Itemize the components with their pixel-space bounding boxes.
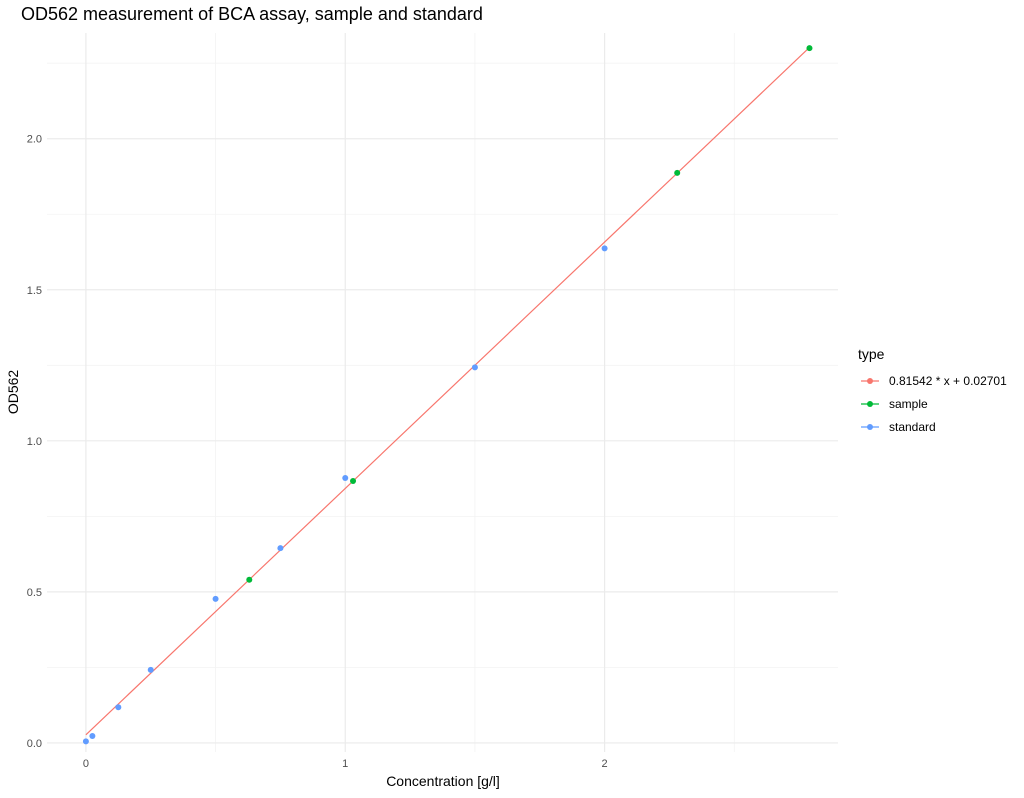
legend-label: 0.81542 * x + 0.02701 bbox=[889, 374, 1007, 388]
points-layer bbox=[82, 45, 813, 745]
sample-point bbox=[246, 576, 253, 583]
sample-point bbox=[674, 169, 681, 176]
legend-key-point bbox=[867, 378, 873, 384]
standard-point bbox=[471, 364, 478, 371]
standard-point bbox=[147, 666, 154, 673]
x-axis-title: Concentration [g/l] bbox=[386, 773, 500, 789]
x-tick-label: 2 bbox=[602, 758, 608, 770]
legend-key-point bbox=[867, 424, 873, 430]
y-axis-title: OD562 bbox=[5, 370, 21, 415]
standard-point bbox=[342, 474, 349, 481]
legend-title: type bbox=[858, 346, 885, 362]
y-tick-label: 1.5 bbox=[27, 285, 42, 297]
y-tick-label: 0.5 bbox=[27, 587, 42, 599]
y-tick-label: 0.0 bbox=[27, 738, 42, 750]
standard-point bbox=[89, 732, 96, 739]
standard-point bbox=[115, 704, 122, 711]
y-tick-labels: 0.0 0.5 1.0 1.5 2.0 bbox=[27, 134, 42, 750]
standard-point bbox=[277, 545, 284, 552]
y-tick-label: 2.0 bbox=[27, 134, 42, 146]
chart-title: OD562 measurement of BCA assay, sample a… bbox=[21, 4, 483, 24]
sample-point bbox=[350, 478, 357, 485]
x-tick-label: 1 bbox=[342, 758, 348, 770]
fit-line bbox=[85, 47, 810, 736]
standard-point bbox=[601, 245, 608, 252]
legend-key-point bbox=[867, 401, 873, 407]
standard-point bbox=[82, 738, 89, 745]
grid-minor bbox=[47, 33, 838, 752]
x-tick-label: 0 bbox=[83, 758, 89, 770]
legend: type 0.81542 * x + 0.02701 sample standard bbox=[858, 346, 1007, 434]
standard-point bbox=[212, 595, 219, 602]
legend-label: sample bbox=[889, 397, 928, 411]
sample-point bbox=[806, 45, 813, 52]
grid-major bbox=[47, 33, 838, 752]
legend-label: standard bbox=[889, 420, 936, 434]
y-tick-label: 1.0 bbox=[27, 436, 42, 448]
x-tick-labels: 0 1 2 bbox=[83, 758, 608, 770]
fit-line-layer bbox=[85, 47, 810, 736]
